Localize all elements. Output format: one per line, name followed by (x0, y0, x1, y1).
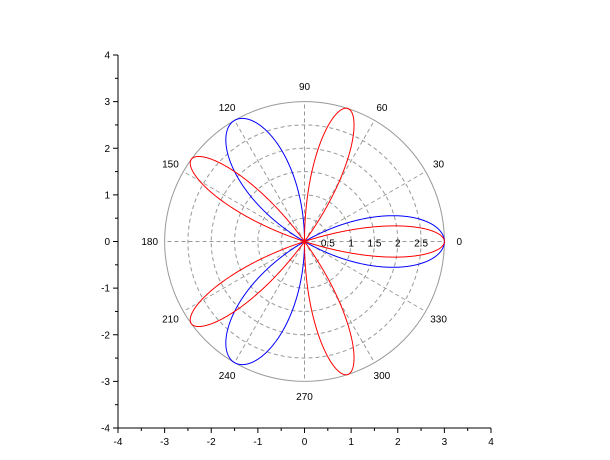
angle-label: 180 (141, 237, 158, 248)
series-line-2 (189, 107, 445, 376)
polar-radial-line (183, 171, 305, 242)
angle-label: 150 (162, 160, 179, 171)
polar-radial-line (304, 241, 426, 312)
labels: -4 -3 -2 -1 0 1 2 3 4 -4 -3 -2 -1 0 1 2 3 4 0.5 1 1.5 2 2.5 0 30… (101, 51, 494, 449)
polar-grid-circle (187, 124, 422, 359)
radial-tick-label: 1.5 (367, 239, 381, 250)
angle-label: 60 (376, 103, 388, 114)
angle-label: 0 (457, 237, 463, 248)
angle-label: 330 (430, 314, 447, 325)
y-tick-label: -1 (101, 284, 110, 295)
polar-radial-line (234, 120, 305, 242)
x-tick-label: 2 (395, 437, 401, 448)
x-tick-label: 0 (302, 437, 308, 448)
polar-grid-circle (257, 194, 352, 289)
y-tick-label: 1 (104, 190, 110, 201)
polar-radial-line (304, 171, 426, 242)
radial-tick-label: 0.5 (321, 239, 335, 250)
y-tick-label: 3 (104, 97, 110, 108)
x-tick-label: 4 (488, 437, 494, 448)
angle-label: 300 (374, 371, 391, 382)
radial-tick-label: 1 (348, 239, 354, 250)
y-tick-label: 2 (104, 144, 110, 155)
angle-label: 30 (433, 160, 445, 171)
y-tick-label: -4 (101, 424, 110, 435)
angle-label: 240 (219, 371, 236, 382)
radial-tick-label: 2 (395, 239, 401, 250)
x-tick-label: 3 (442, 437, 448, 448)
polar-radial-line (304, 120, 375, 242)
x-tick-label: -1 (253, 437, 262, 448)
axes (113, 54, 492, 433)
y-tick-label: 0 (104, 237, 110, 248)
radial-tick-label: 2.5 (414, 239, 428, 250)
angle-label: 210 (162, 314, 179, 325)
polar-radial-line (304, 241, 375, 363)
polar-grid-circle (234, 171, 375, 312)
x-tick-label: -4 (114, 437, 123, 448)
angle-label: 270 (296, 392, 313, 403)
y-tick-label: -2 (101, 330, 110, 341)
y-tick-label: -3 (101, 377, 110, 388)
series-group (189, 107, 445, 376)
x-tick-label: -3 (160, 437, 169, 448)
polar-radial-line (183, 241, 305, 312)
angle-label: 120 (219, 103, 236, 114)
x-tick-label: -2 (207, 437, 216, 448)
x-tick-label: 1 (348, 437, 354, 448)
angle-label: 90 (299, 82, 311, 93)
polar-radial-line (234, 241, 305, 363)
y-tick-label: 4 (104, 51, 110, 62)
